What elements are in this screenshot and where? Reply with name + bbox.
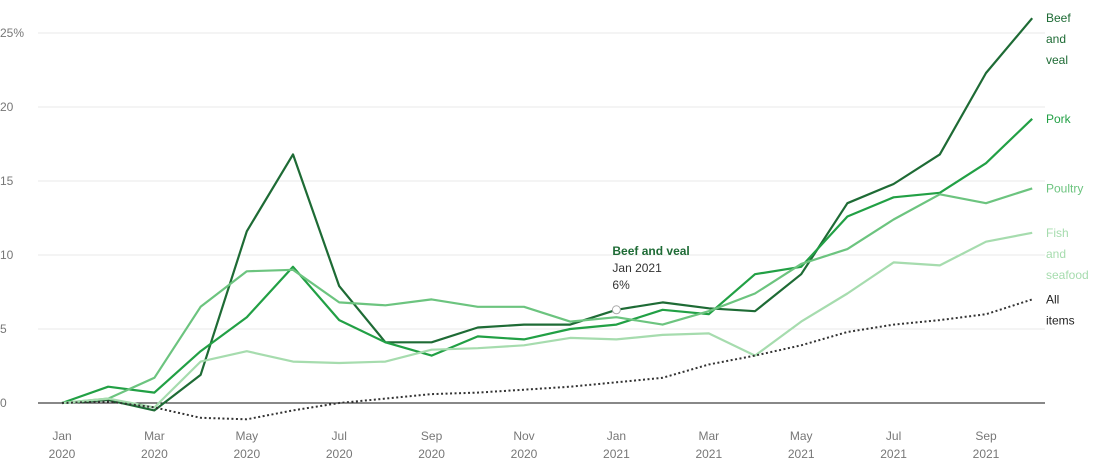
x-tick-label: Jan 2021 [603,429,630,461]
annotation-marker [611,305,621,315]
x-tick-label: May 2021 [788,429,815,461]
x-tick-label: Mar 2021 [695,429,722,461]
x-tick-label: Sep 2021 [973,429,1000,461]
line-series [61,187,1033,405]
x-tick-label: Jan 2020 [49,429,76,461]
y-tick-label: 10 [0,248,14,262]
x-tick-label: Jul 2020 [326,429,353,461]
y-tick-label: 15 [0,174,14,188]
x-tick-label: May 2020 [233,429,260,461]
line-series [61,118,1033,405]
x-tick-label: Sep 2020 [418,429,445,461]
y-tick-label: 5 [0,322,7,336]
line-series [61,298,1033,421]
series-label: Poultry [1046,181,1083,195]
series-label: Beef and veal [1046,11,1071,67]
annotation-value: 6% [612,278,630,292]
annotation-date: Jan 2021 [612,261,662,275]
series-label: Pork [1046,112,1072,126]
line-series [61,231,1033,409]
annotation-title: Beef and veal [612,244,689,258]
y-tick-label: 20 [0,100,14,114]
y-tick-label: 25% [0,26,24,40]
x-tick-label: Jul 2021 [880,429,907,461]
x-tick-label: Mar 2020 [141,429,168,461]
x-tick-label: Nov 2020 [511,429,538,461]
series-label: All items [1046,292,1075,327]
series-label: Fish and seafood [1046,226,1089,282]
line-series [61,17,1034,412]
y-tick-label: 0 [0,396,7,410]
